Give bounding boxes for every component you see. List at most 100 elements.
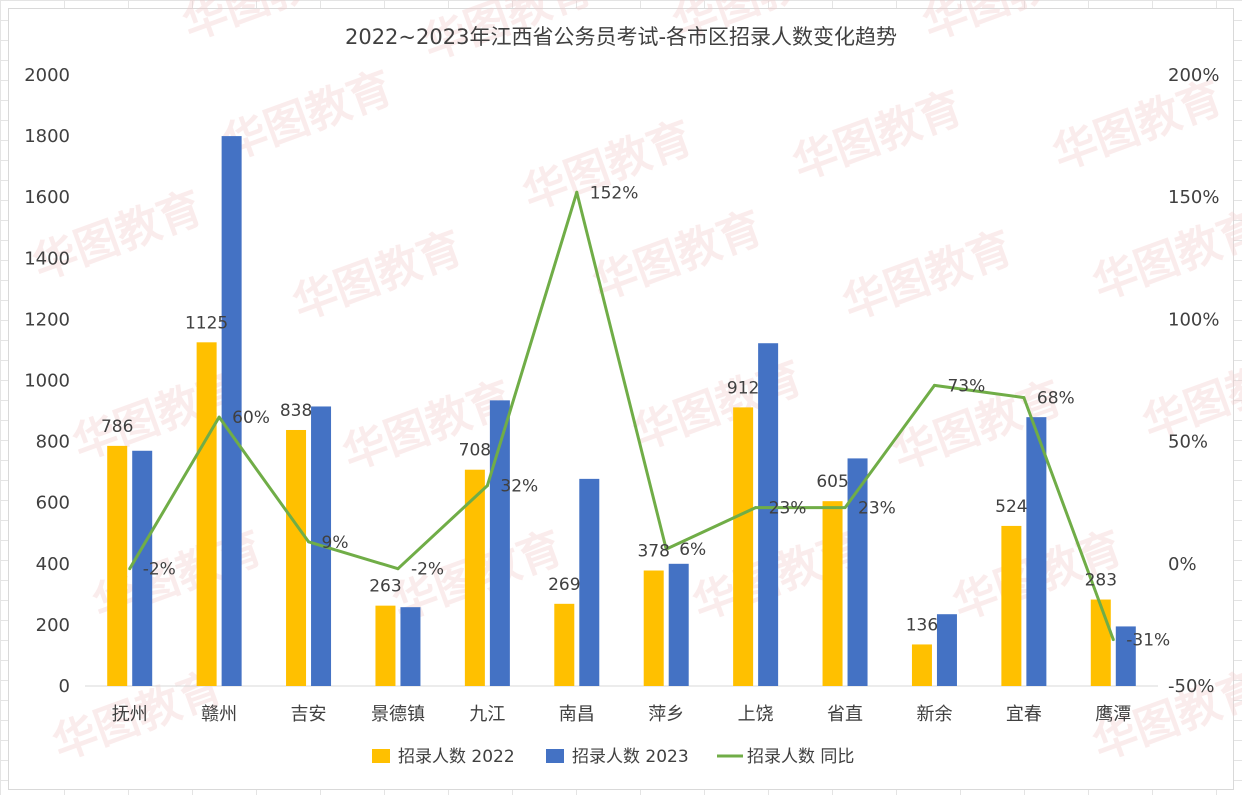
yoy-point bbox=[217, 415, 221, 419]
bar-2023 bbox=[668, 563, 689, 686]
data-label-2022: 912 bbox=[727, 378, 759, 398]
data-label-yoy: 9% bbox=[322, 533, 349, 553]
data-label-2022: 378 bbox=[637, 542, 669, 562]
bar-2023 bbox=[1026, 417, 1047, 686]
y-left-tick-label: 1400 bbox=[24, 248, 70, 269]
bar-2022 bbox=[1001, 525, 1022, 686]
data-label-2022: 136 bbox=[906, 615, 938, 635]
yoy-point bbox=[843, 506, 847, 510]
data-label-2022: 524 bbox=[995, 497, 1027, 517]
bar-2023 bbox=[936, 614, 957, 686]
bar-2023 bbox=[489, 400, 510, 686]
watermark-text: 华图教育 bbox=[1086, 202, 1242, 310]
bar-2022 bbox=[464, 469, 485, 686]
legend-label: 招录人数 2022 bbox=[398, 747, 515, 767]
bar-2022 bbox=[196, 342, 217, 686]
x-tick-label: 鹰潭 bbox=[1095, 704, 1131, 725]
yoy-line bbox=[128, 190, 1115, 641]
bar-2022 bbox=[733, 407, 754, 686]
data-label-2022: 269 bbox=[548, 575, 580, 595]
data-label-yoy: -2% bbox=[411, 560, 444, 580]
legend-label: 招录人数 2023 bbox=[572, 747, 689, 767]
bar-2023 bbox=[758, 343, 779, 686]
y-left-tick-label: 1600 bbox=[24, 187, 70, 208]
watermark-text: 华图教育 bbox=[916, 0, 1099, 50]
data-label-2022: 605 bbox=[816, 472, 848, 492]
bar-2023 bbox=[847, 458, 868, 686]
bar-2022 bbox=[107, 445, 128, 686]
watermark-text: 华图教育 bbox=[176, 0, 359, 50]
bar-2022 bbox=[911, 644, 932, 686]
data-label-2022: 283 bbox=[1085, 571, 1117, 591]
y-right-tick-label: -50% bbox=[1168, 676, 1215, 697]
y-left-tick-label: 600 bbox=[36, 493, 70, 514]
yoy-point bbox=[307, 540, 311, 544]
watermark-text: 华图教育 bbox=[1046, 72, 1229, 180]
watermark-text: 华图教育 bbox=[516, 112, 699, 220]
bar-2022 bbox=[375, 605, 396, 686]
data-label-yoy: 60% bbox=[232, 408, 270, 428]
watermark-text: 华图教育 bbox=[216, 62, 399, 170]
y-left-tick-label: 0 bbox=[59, 676, 70, 697]
y-right-tick-label: 0% bbox=[1168, 554, 1197, 575]
data-label-yoy: -2% bbox=[143, 560, 176, 580]
watermark-text: 华图教育 bbox=[586, 202, 769, 310]
legend-swatch-bar bbox=[546, 749, 564, 763]
x-tick-label: 萍乡 bbox=[648, 704, 684, 725]
yoy-point bbox=[932, 383, 936, 387]
data-label-yoy: 68% bbox=[1037, 389, 1075, 409]
data-label-yoy: 152% bbox=[590, 183, 639, 203]
data-label-yoy: 23% bbox=[858, 499, 896, 519]
legend-label: 招录人数 同比 bbox=[747, 747, 854, 767]
y-left-tick-label: 1800 bbox=[24, 126, 70, 147]
y-right-tick-label: 150% bbox=[1168, 187, 1219, 208]
yoy-point bbox=[1111, 638, 1115, 642]
legend-swatch-bar bbox=[372, 749, 390, 763]
data-label-2022: 263 bbox=[369, 577, 401, 597]
data-label-yoy: 6% bbox=[679, 540, 706, 560]
x-tick-label: 赣州 bbox=[201, 704, 237, 725]
bar-2022 bbox=[554, 603, 575, 686]
y-left-tick-label: 400 bbox=[36, 554, 70, 575]
yoy-point bbox=[485, 484, 489, 488]
yoy-point bbox=[1022, 396, 1026, 400]
x-tick-label: 景德镇 bbox=[371, 704, 425, 725]
y-left-tick-label: 1200 bbox=[24, 309, 70, 330]
x-tick-label: 宜春 bbox=[1006, 704, 1042, 725]
y-right-tick-label: 100% bbox=[1168, 309, 1219, 330]
yoy-point bbox=[128, 567, 132, 571]
yoy-point bbox=[664, 547, 668, 551]
bar-2022 bbox=[643, 570, 664, 686]
x-tick-label: 新余 bbox=[916, 704, 952, 725]
data-label-yoy: 73% bbox=[947, 376, 985, 396]
watermark-text: 华图教育 bbox=[786, 82, 969, 190]
yoy-point bbox=[754, 506, 758, 510]
bar-2023 bbox=[1115, 626, 1136, 686]
data-label-yoy: 23% bbox=[769, 499, 807, 519]
x-tick-label: 南昌 bbox=[559, 704, 595, 725]
watermark-text: 华图教育 bbox=[626, 352, 809, 460]
bar-2022 bbox=[286, 429, 307, 686]
bar-2022 bbox=[822, 501, 843, 686]
bar-2023 bbox=[221, 136, 242, 687]
y-left-tick-label: 800 bbox=[36, 432, 70, 453]
x-tick-label: 抚州 bbox=[112, 704, 148, 725]
yoy-point bbox=[396, 567, 400, 571]
watermark-text: 华图教育 bbox=[836, 222, 1019, 330]
data-label-2022: 708 bbox=[459, 441, 491, 461]
data-label-yoy: 32% bbox=[500, 477, 538, 497]
watermark-text: 华图教育 bbox=[286, 222, 469, 330]
data-label-2022: 1125 bbox=[185, 313, 228, 333]
chart-title: 2022~2023年江西省公务员考试-各市区招录人数变化趋势 bbox=[345, 25, 897, 49]
y-left-tick-label: 1000 bbox=[24, 371, 70, 392]
x-tick-label: 九江 bbox=[469, 704, 505, 725]
x-tick-label: 吉安 bbox=[291, 704, 327, 725]
y-left-tick-label: 2000 bbox=[24, 65, 70, 86]
bar-2023 bbox=[400, 607, 421, 686]
y-left-tick-label: 200 bbox=[36, 615, 70, 636]
x-tick-label: 上饶 bbox=[738, 704, 774, 725]
x-tick-label: 省直 bbox=[827, 704, 863, 725]
bar-2023 bbox=[132, 450, 153, 686]
y-right-tick-label: 200% bbox=[1168, 65, 1219, 86]
